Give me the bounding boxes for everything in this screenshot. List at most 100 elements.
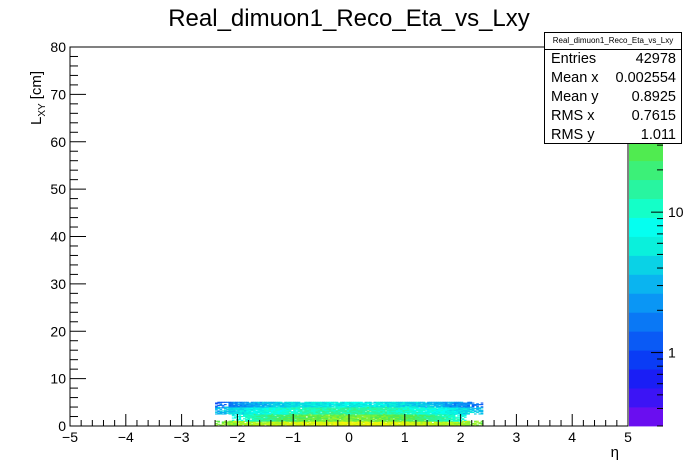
heatmap-cell bbox=[308, 410, 312, 412]
heatmap-cell bbox=[424, 407, 428, 409]
heatmap-cell bbox=[428, 419, 431, 421]
heatmap-cell bbox=[314, 417, 318, 419]
heatmap-cell bbox=[326, 413, 330, 415]
heatmap-cell bbox=[393, 412, 397, 414]
heatmap-cell bbox=[298, 420, 302, 422]
heatmap-cell bbox=[440, 411, 444, 414]
heatmap-cell bbox=[457, 420, 460, 422]
heatmap-cell bbox=[256, 418, 259, 421]
heatmap-cell bbox=[311, 408, 314, 411]
heatmap-cell bbox=[458, 411, 461, 413]
heatmap-cell bbox=[427, 410, 430, 412]
heatmap-cell bbox=[444, 412, 448, 414]
heatmap-cell bbox=[340, 410, 343, 412]
heatmap-cell bbox=[440, 404, 444, 406]
heatmap-cell bbox=[362, 403, 366, 405]
heatmap-cell bbox=[355, 424, 359, 426]
heatmap-cell bbox=[286, 422, 290, 425]
heatmap-cell bbox=[458, 424, 461, 426]
heatmap-cell bbox=[438, 410, 441, 412]
heatmap-cell bbox=[273, 407, 276, 409]
heatmap-cell bbox=[239, 422, 243, 425]
heatmap-cell bbox=[270, 409, 274, 411]
heatmap-cell bbox=[380, 407, 383, 409]
heatmap-cell bbox=[273, 404, 276, 406]
heatmap-cell bbox=[460, 406, 464, 408]
heatmap-cell bbox=[282, 410, 285, 412]
heatmap-cell bbox=[312, 414, 315, 416]
heatmap-cell bbox=[413, 411, 417, 414]
heatmap-cell bbox=[311, 408, 314, 410]
heatmap-cell bbox=[346, 411, 350, 414]
heatmap-cell bbox=[360, 422, 363, 425]
heatmap-cell bbox=[360, 408, 363, 411]
heatmap-cell bbox=[254, 417, 257, 419]
heatmap-cell bbox=[297, 404, 301, 406]
heatmap-cell bbox=[434, 414, 438, 416]
heatmap-cell bbox=[304, 405, 307, 407]
heatmap-cell bbox=[446, 418, 449, 420]
heatmap-cell bbox=[304, 411, 307, 414]
heatmap-cell bbox=[266, 406, 270, 408]
heatmap-cell bbox=[404, 423, 408, 425]
color-scale-segment bbox=[629, 388, 663, 408]
heatmap-cell bbox=[279, 423, 283, 425]
heatmap-cell bbox=[322, 401, 325, 403]
heatmap-cell bbox=[278, 419, 282, 421]
heatmap-cell bbox=[418, 405, 421, 407]
heatmap-cell bbox=[327, 418, 331, 421]
heatmap-cell bbox=[428, 418, 431, 420]
heatmap-cell bbox=[447, 422, 450, 425]
heatmap-cell bbox=[322, 410, 325, 412]
heatmap-cell bbox=[269, 414, 273, 416]
heatmap-cell bbox=[453, 404, 457, 406]
heatmap-cell bbox=[295, 408, 299, 410]
heatmap-cell bbox=[344, 410, 348, 412]
heatmap-cell bbox=[277, 408, 281, 411]
heatmap-cell bbox=[261, 408, 265, 411]
heatmap-cell bbox=[217, 410, 220, 412]
heatmap-cell bbox=[365, 420, 369, 422]
heatmap-cell bbox=[295, 404, 299, 406]
heatmap-cell bbox=[328, 404, 332, 406]
heatmap-cell bbox=[264, 404, 267, 406]
heatmap-cell bbox=[217, 420, 220, 422]
heatmap-cell bbox=[302, 406, 305, 408]
heatmap-cell bbox=[452, 418, 456, 420]
heatmap-cell bbox=[285, 420, 289, 422]
heatmap-cell bbox=[460, 409, 464, 411]
heatmap-cell bbox=[221, 413, 225, 415]
heatmap-cell bbox=[440, 408, 444, 411]
heatmap-cell bbox=[260, 416, 264, 418]
heatmap-cell bbox=[371, 405, 374, 407]
heatmap-cell bbox=[431, 403, 435, 405]
heatmap-cell bbox=[337, 411, 341, 414]
heatmap-cell bbox=[324, 408, 328, 411]
heatmap-cell bbox=[462, 420, 466, 422]
heatmap-cell bbox=[334, 417, 338, 419]
heatmap-cell bbox=[322, 406, 325, 408]
heatmap-cell bbox=[373, 402, 377, 404]
heatmap-cell bbox=[413, 412, 417, 414]
heatmap-cell bbox=[422, 424, 426, 426]
heatmap-cell bbox=[373, 409, 377, 411]
heatmap-cell bbox=[437, 415, 440, 418]
heatmap-cell bbox=[228, 408, 232, 410]
heatmap-cell bbox=[230, 424, 234, 426]
heatmap-cell bbox=[237, 411, 241, 414]
heatmap-cell bbox=[408, 418, 411, 420]
heatmap-cell bbox=[277, 402, 281, 404]
heatmap-cell bbox=[257, 411, 261, 413]
heatmap-cell bbox=[340, 401, 343, 403]
heatmap-cell bbox=[319, 421, 323, 423]
heatmap-cell bbox=[346, 421, 350, 423]
heatmap-cell bbox=[404, 421, 408, 423]
heatmap-cell bbox=[224, 413, 227, 415]
heatmap-cell bbox=[268, 424, 272, 426]
heatmap-cell bbox=[322, 422, 325, 425]
heatmap-cell bbox=[357, 408, 361, 411]
heatmap-cell bbox=[268, 406, 272, 408]
heatmap-cell bbox=[288, 411, 292, 413]
heatmap-cell bbox=[411, 403, 415, 405]
heatmap-cell bbox=[333, 411, 337, 413]
